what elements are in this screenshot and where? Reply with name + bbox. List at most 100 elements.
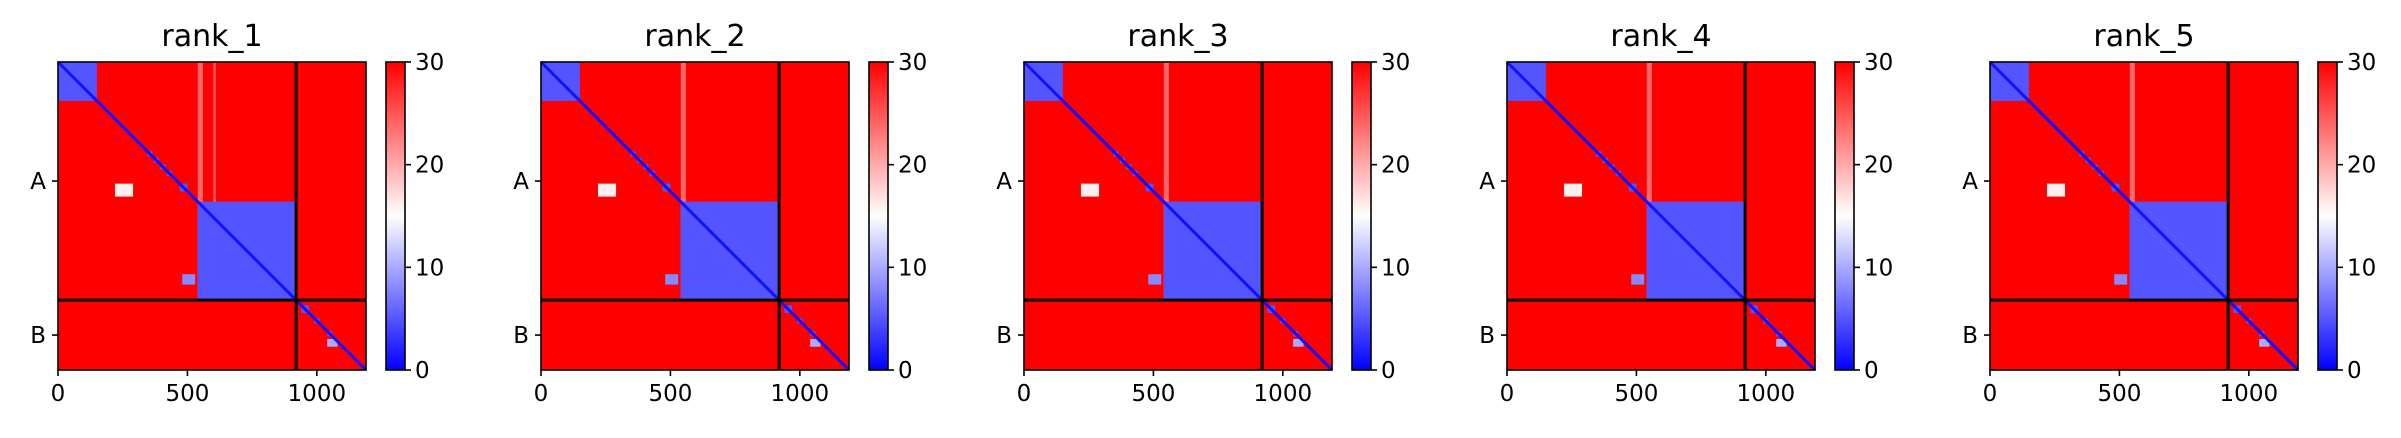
colorbar-gradient — [869, 62, 888, 370]
heatmap-band — [2129, 62, 2135, 301]
colorbar-tick-label: 0 — [1381, 358, 1396, 384]
pae-panel-2: rank_2 0 500 1000 A B 0 10 20 30 — [513, 19, 927, 407]
colorbar-gradient — [386, 62, 405, 370]
plot-frame — [540, 61, 850, 371]
colorbar-tick-label: 10 — [1381, 255, 1410, 281]
panel-title: rank_1 — [161, 19, 262, 54]
colorbar-tick-label: 30 — [898, 50, 927, 76]
colorbar-tick-label: 10 — [415, 255, 444, 281]
colorbar-tick-label: 0 — [898, 358, 913, 384]
x-tick-label: 1000 — [2220, 381, 2279, 407]
heatmap-diagonal — [1022, 60, 1334, 372]
x-tick-label: 0 — [1983, 381, 1998, 407]
colorbar-tick-label: 10 — [898, 255, 927, 281]
panel-title: rank_5 — [2093, 19, 2194, 54]
panel-title: rank_2 — [644, 19, 745, 54]
colorbar-frame — [385, 61, 406, 371]
colorbar-tick-label: 10 — [1864, 255, 1893, 281]
chain-label: A — [996, 169, 1012, 195]
pae-panel-1: rank_1 0 500 1000 A B 0 10 20 30 — [30, 19, 444, 407]
colorbar-tick-label: 0 — [2347, 358, 2362, 384]
pae-panel-4: rank_4 0 500 1000 A B 0 10 20 30 — [1479, 19, 1893, 407]
heatmap-cells — [1988, 60, 2300, 372]
colorbar-gradient — [1835, 62, 1854, 370]
heatmap-hotspot — [597, 183, 617, 197]
x-tick-label: 500 — [1131, 381, 1175, 407]
chain-label: B — [1962, 323, 1978, 349]
x-tick-label: 500 — [1614, 381, 1658, 407]
heatmap-band — [213, 62, 216, 301]
plot-frame — [1506, 61, 1816, 371]
colorbar: 0 10 20 30 — [868, 50, 927, 384]
plot-frame — [57, 61, 367, 371]
x-tick-label: 0 — [534, 381, 549, 407]
colorbar-tick-label: 30 — [1381, 50, 1410, 76]
heatmap-diagonal — [539, 60, 851, 372]
x-tick-label: 0 — [51, 381, 66, 407]
heatmap-band — [1163, 62, 1169, 301]
colorbar-tick-label: 30 — [2347, 50, 2376, 76]
heatmap-hotspot — [327, 338, 338, 347]
chain-label: A — [1962, 169, 1978, 195]
heatmap-diagonal — [1505, 60, 1817, 372]
colorbar-frame — [2317, 61, 2338, 371]
heatmap-band — [197, 62, 203, 301]
panel-title: rank_3 — [1127, 19, 1228, 54]
x-tick-label: 1000 — [1737, 381, 1796, 407]
colorbar-frame — [868, 61, 889, 371]
heatmap-diagonal — [1988, 60, 2300, 372]
colorbar-tick-label: 0 — [1864, 358, 1879, 384]
colorbar-tick-label: 20 — [2347, 153, 2376, 179]
colorbar-tick-label: 30 — [415, 50, 444, 76]
chain-label: A — [1479, 169, 1495, 195]
colorbar-tick-label: 30 — [1864, 50, 1893, 76]
colorbar-tick-label: 20 — [898, 153, 927, 179]
colorbar: 0 10 20 30 — [1351, 50, 1410, 384]
colorbar: 0 10 20 30 — [385, 50, 444, 384]
heatmap-hotspot — [182, 274, 196, 285]
heatmap-diagonal — [56, 60, 368, 372]
colorbar: 0 10 20 30 — [2317, 50, 2376, 384]
pae-panel-5: rank_5 0 500 1000 A B 0 10 20 30 — [1962, 19, 2376, 407]
chain-label: B — [30, 323, 46, 349]
heatmap-hotspot — [2259, 338, 2270, 347]
heatmap-hotspot — [1776, 338, 1787, 347]
x-tick-label: 0 — [1500, 381, 1515, 407]
pae-panel-3: rank_3 0 500 1000 A B 0 10 20 30 — [996, 19, 1410, 407]
colorbar-tick-label: 0 — [415, 358, 430, 384]
chain-label: B — [513, 323, 529, 349]
heatmap-cells — [539, 60, 851, 372]
colorbar-gradient — [2318, 62, 2337, 370]
panel-title: rank_4 — [1610, 19, 1711, 54]
heatmap-hotspot — [114, 183, 134, 197]
heatmap-hotspot — [1148, 274, 1162, 285]
colorbar-tick-label: 20 — [1864, 153, 1893, 179]
heatmap-cells — [1022, 60, 1334, 372]
heatmap-band — [1646, 62, 1652, 301]
colorbar: 0 10 20 30 — [1834, 50, 1893, 384]
chain-label: B — [1479, 323, 1495, 349]
plot-frame — [1989, 61, 2299, 371]
x-tick-label: 500 — [648, 381, 692, 407]
x-tick-label: 500 — [2097, 381, 2141, 407]
chain-label: B — [996, 323, 1012, 349]
heatmap-cells — [1505, 60, 1817, 372]
heatmap-hotspot — [2114, 274, 2128, 285]
heatmap-band — [680, 62, 686, 301]
colorbar-tick-label: 20 — [415, 153, 444, 179]
colorbar-tick-label: 20 — [1381, 153, 1410, 179]
chain-label: A — [513, 169, 529, 195]
chain-label: A — [30, 169, 46, 195]
x-tick-label: 0 — [1017, 381, 1032, 407]
colorbar-tick-label: 10 — [2347, 255, 2376, 281]
colorbar-frame — [1351, 61, 1372, 371]
x-tick-label: 1000 — [771, 381, 830, 407]
x-tick-label: 1000 — [1254, 381, 1313, 407]
colorbar-gradient — [1352, 62, 1371, 370]
heatmap-cells — [56, 60, 368, 372]
heatmap-hotspot — [1631, 274, 1645, 285]
heatmap-hotspot — [665, 274, 679, 285]
heatmap-hotspot — [810, 338, 821, 347]
heatmap-hotspot — [2046, 183, 2066, 197]
heatmap-hotspot — [1080, 183, 1100, 197]
